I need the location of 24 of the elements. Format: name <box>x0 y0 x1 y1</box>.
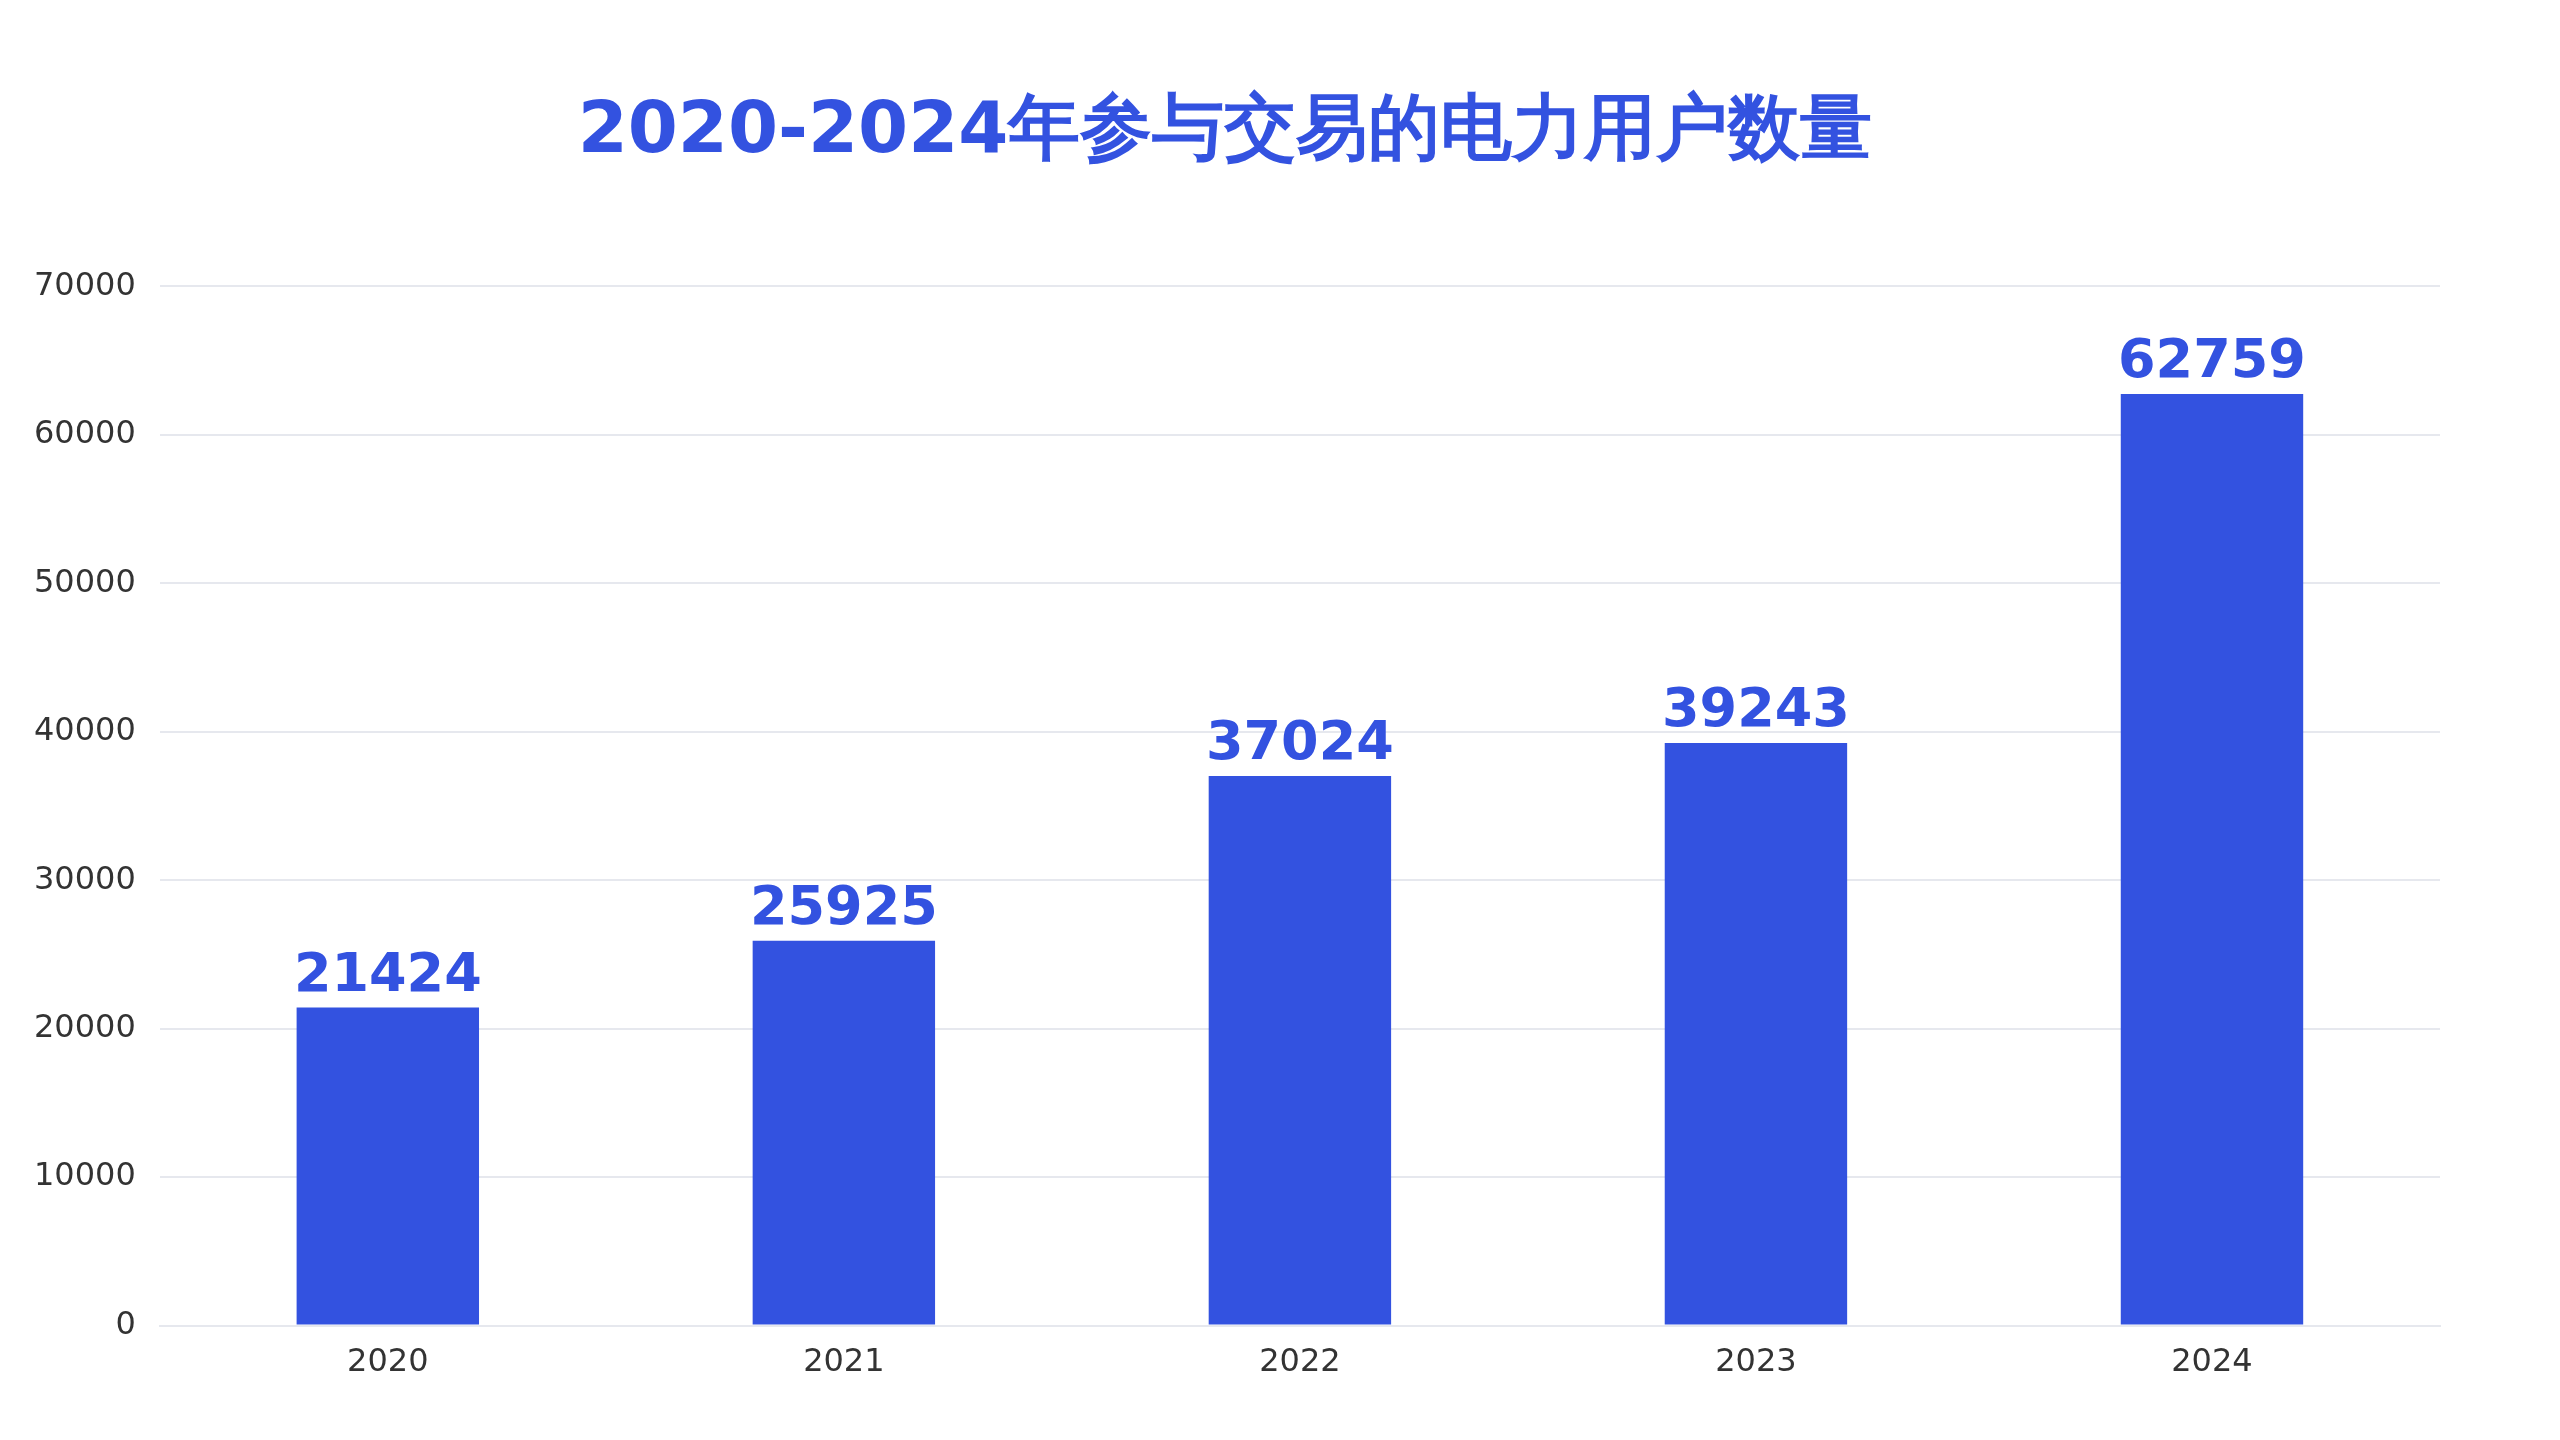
bar <box>1208 775 1392 1325</box>
y-tick-label: 20000 <box>34 1007 136 1045</box>
y-tick-label: 0 <box>115 1303 136 1342</box>
y-tick-label: 60000 <box>34 413 136 452</box>
data-label: 21424 <box>293 940 482 1004</box>
data-label: 39243 <box>1662 676 1850 740</box>
data-label: 37024 <box>1205 708 1394 772</box>
x-tick-label: 2024 <box>2171 1341 2253 1380</box>
chart-title: 2020-2024年参与交易的电力用户数量 <box>577 84 1873 169</box>
bar <box>1664 743 1848 1325</box>
x-tick-label: 2022 <box>1259 1341 1341 1380</box>
data-label: 25925 <box>749 873 938 937</box>
data-label: 62759 <box>2118 326 2306 390</box>
x-tick-label: 2023 <box>1715 1341 1797 1380</box>
y-tick-label: 40000 <box>34 710 136 749</box>
x-tick-label: 2021 <box>803 1341 885 1380</box>
y-tick-label: 50000 <box>34 561 136 600</box>
y-tick-label: 10000 <box>34 1155 136 1194</box>
y-tick-label: 70000 <box>34 264 136 303</box>
bar <box>752 940 936 1325</box>
y-tick-label: 30000 <box>34 858 136 897</box>
x-tick-label: 2020 <box>347 1341 429 1380</box>
bar <box>296 1007 480 1325</box>
bar <box>2120 393 2304 1325</box>
